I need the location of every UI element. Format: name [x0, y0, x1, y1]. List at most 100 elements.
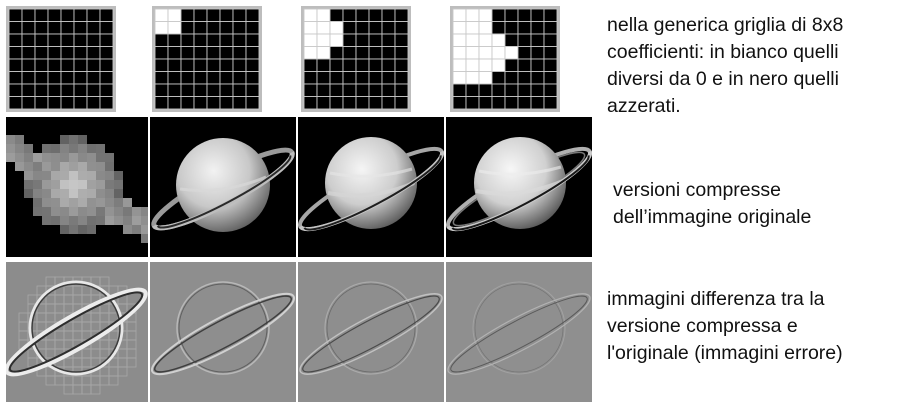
grid-cell-zero — [47, 96, 62, 110]
grid-cell-nonzero — [303, 8, 318, 22]
coefficient-grid-1 — [6, 6, 116, 112]
grid-cell-nonzero — [329, 21, 344, 35]
grid-cell-nonzero — [316, 46, 331, 60]
grid-cell-zero — [517, 21, 532, 35]
grid-cell-zero — [316, 71, 331, 85]
grid-cell-zero — [21, 46, 36, 60]
grid-cell-zero — [368, 33, 383, 47]
grid-cell-zero — [206, 71, 221, 85]
grid-cell-zero — [355, 46, 370, 60]
grid-cell-zero — [303, 71, 318, 85]
grid-cell-zero — [193, 71, 208, 85]
grid-cell-nonzero — [154, 8, 169, 22]
grid-cell-zero — [8, 58, 23, 72]
grid-cell-zero — [381, 58, 396, 72]
grid-cell-zero — [303, 58, 318, 72]
grid-cell-zero — [180, 58, 195, 72]
grid-cell-zero — [8, 33, 23, 47]
grid-cell-zero — [232, 58, 247, 72]
grid-cell-zero — [342, 46, 357, 60]
grid-cell-zero — [219, 96, 234, 110]
grid-cell-zero — [381, 71, 396, 85]
grid-cell-zero — [73, 33, 88, 47]
grid-cell-nonzero — [478, 58, 493, 72]
grid-cell-zero — [60, 58, 75, 72]
grid-cell-zero — [368, 58, 383, 72]
grid-cell-zero — [530, 8, 545, 22]
grid-cell-nonzero — [465, 33, 480, 47]
grid-cell-zero — [543, 83, 558, 97]
grid-cell-zero — [543, 8, 558, 22]
grid-cell-zero — [517, 83, 532, 97]
grid-cell-zero — [329, 83, 344, 97]
grid-cell-zero — [543, 21, 558, 35]
grid-cell-zero — [86, 46, 101, 60]
grid-cell-zero — [47, 46, 62, 60]
grid-cell-nonzero — [303, 33, 318, 47]
grid-cell-zero — [219, 46, 234, 60]
grid-cell-zero — [543, 96, 558, 110]
grid-cell-zero — [34, 21, 49, 35]
grid-cell-zero — [491, 96, 506, 110]
grid-cell-zero — [530, 21, 545, 35]
grid-cell-zero — [543, 58, 558, 72]
grid-cell-zero — [368, 96, 383, 110]
grid-cell-zero — [21, 33, 36, 47]
grid-cell-zero — [245, 33, 260, 47]
grid-cell-nonzero — [452, 33, 467, 47]
grid-cell-zero — [381, 83, 396, 97]
grid-cell-zero — [99, 96, 114, 110]
grid-cell-zero — [517, 58, 532, 72]
grid-cell-zero — [245, 46, 260, 60]
grid-cell-zero — [342, 33, 357, 47]
grid-cell-zero — [73, 58, 88, 72]
grid-cell-zero — [47, 21, 62, 35]
coefficient-grid-4 — [450, 6, 560, 112]
grid-cell-zero — [206, 83, 221, 97]
caption-error-images: immagini differenza tra la versione comp… — [607, 288, 843, 364]
grid-cell-zero — [60, 71, 75, 85]
grid-cell-zero — [517, 33, 532, 47]
grid-cell-nonzero — [491, 58, 506, 72]
grid-cell-zero — [21, 71, 36, 85]
grid-cell-zero — [355, 71, 370, 85]
grid-cell-zero — [465, 96, 480, 110]
grid-cell-zero — [193, 8, 208, 22]
grid-cell-zero — [543, 46, 558, 60]
grid-cell-zero — [47, 71, 62, 85]
grid-cell-zero — [530, 71, 545, 85]
grid-cell-zero — [504, 83, 519, 97]
grid-cell-nonzero — [465, 8, 480, 22]
grid-cell-zero — [154, 58, 169, 72]
grid-cell-nonzero — [167, 8, 182, 22]
grid-cell-zero — [342, 58, 357, 72]
grid-cell-zero — [219, 33, 234, 47]
grid-cell-nonzero — [491, 33, 506, 47]
grid-cell-zero — [303, 83, 318, 97]
grid-cell-zero — [60, 8, 75, 22]
grid-cell-zero — [154, 71, 169, 85]
grid-cell-zero — [491, 83, 506, 97]
grid-cell-nonzero — [167, 21, 182, 35]
grid-cell-zero — [394, 8, 409, 22]
error-image-1 — [6, 262, 148, 402]
grid-cell-zero — [99, 33, 114, 47]
grid-cell-nonzero — [329, 33, 344, 47]
grid-cell-zero — [34, 96, 49, 110]
grid-cell-zero — [60, 96, 75, 110]
grid-cell-zero — [355, 96, 370, 110]
grid-cell-zero — [8, 83, 23, 97]
grid-cell-zero — [180, 21, 195, 35]
caption-coefficient-grids: nella generica griglia di 8x8 coefficien… — [607, 14, 844, 117]
grid-cell-zero — [316, 96, 331, 110]
grid-cell-zero — [368, 83, 383, 97]
grid-cell-zero — [543, 33, 558, 47]
grid-cell-zero — [245, 71, 260, 85]
grid-cell-zero — [245, 83, 260, 97]
grid-cell-zero — [504, 21, 519, 35]
grid-cell-zero — [232, 8, 247, 22]
grid-cell-zero — [394, 46, 409, 60]
grid-cell-zero — [8, 8, 23, 22]
grid-cell-zero — [491, 21, 506, 35]
grid-cell-zero — [232, 21, 247, 35]
